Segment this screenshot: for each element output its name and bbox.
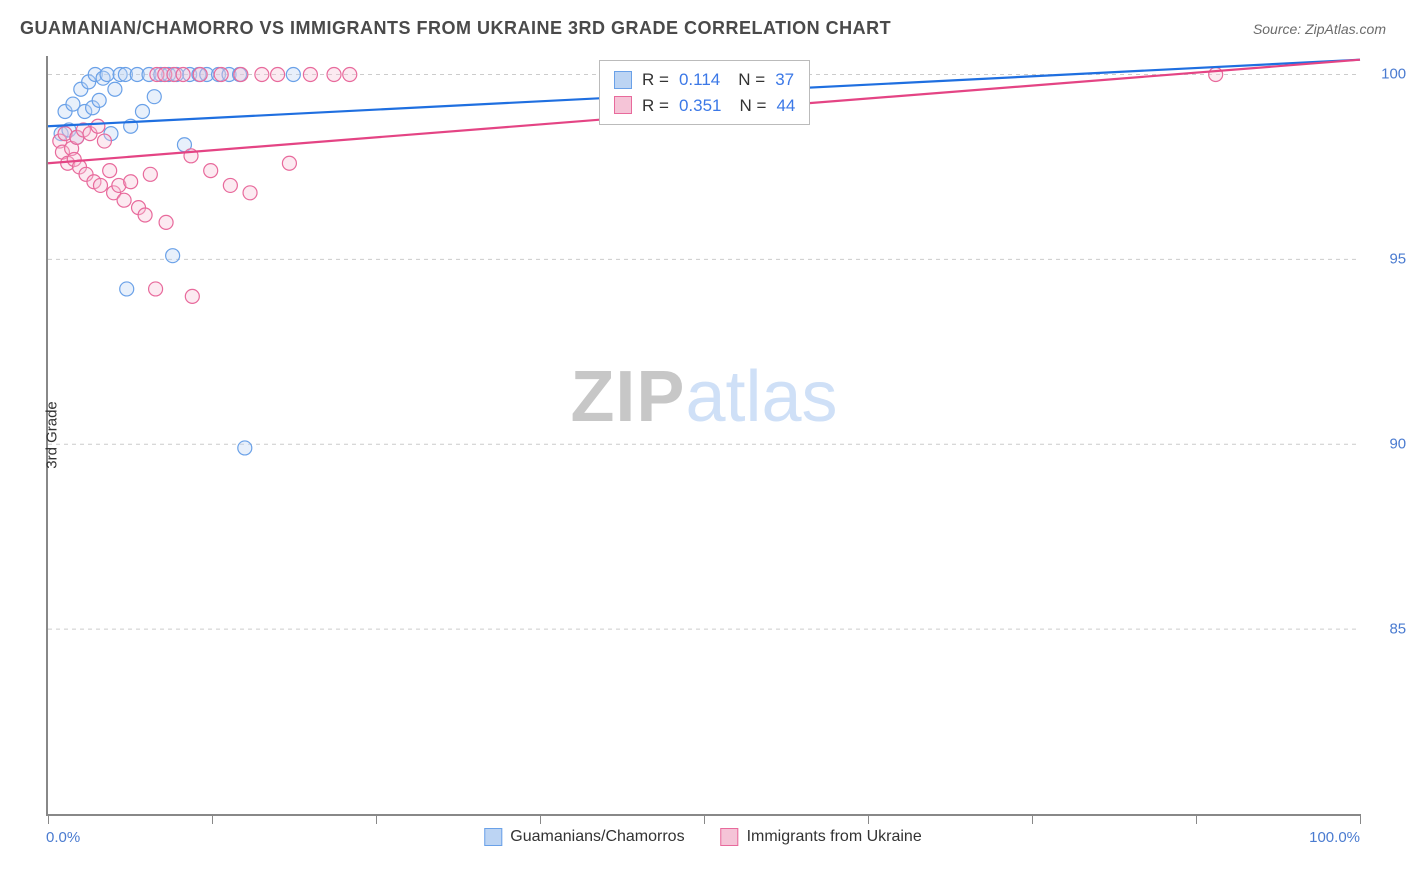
series-legend: Guamanians/Chamorros Immigrants from Ukra… bbox=[484, 828, 921, 846]
legend-label: Guamanians/Chamorros bbox=[510, 828, 684, 846]
data-point bbox=[159, 215, 173, 229]
plot-container: 3rd Grade ZIPatlas R =0.114N =37R =0.351… bbox=[46, 56, 1360, 852]
legend-label: Immigrants from Ukraine bbox=[747, 828, 922, 846]
y-tick-label: 95.0% bbox=[1389, 251, 1406, 268]
correlation-legend-row: R =0.351N =44 bbox=[614, 93, 795, 119]
data-point bbox=[204, 164, 218, 178]
data-point bbox=[166, 249, 180, 263]
data-point bbox=[282, 156, 296, 170]
legend-item: Guamanians/Chamorros bbox=[484, 828, 684, 846]
data-point bbox=[138, 208, 152, 222]
n-value: 44 bbox=[776, 93, 795, 119]
correlation-legend-row: R =0.114N =37 bbox=[614, 67, 795, 93]
legend-swatch bbox=[614, 96, 632, 114]
data-point bbox=[193, 67, 207, 81]
data-point bbox=[223, 178, 237, 192]
data-point bbox=[271, 67, 285, 81]
data-point bbox=[243, 186, 257, 200]
data-point bbox=[238, 441, 252, 455]
data-point bbox=[91, 119, 105, 133]
data-point bbox=[103, 164, 117, 178]
data-point bbox=[147, 90, 161, 104]
data-point bbox=[143, 167, 157, 181]
data-point bbox=[327, 67, 341, 81]
data-point bbox=[1209, 67, 1223, 81]
chart-title: GUAMANIAN/CHAMORRO VS IMMIGRANTS FROM UK… bbox=[20, 18, 891, 39]
n-value: 37 bbox=[775, 67, 794, 93]
data-point bbox=[255, 67, 269, 81]
plot-area: 3rd Grade ZIPatlas R =0.114N =37R =0.351… bbox=[46, 56, 1360, 816]
data-point bbox=[176, 67, 190, 81]
data-point bbox=[185, 289, 199, 303]
y-tick-label: 85.0% bbox=[1389, 621, 1406, 638]
legend-swatch bbox=[614, 71, 632, 89]
data-point bbox=[286, 67, 300, 81]
data-layer bbox=[48, 56, 1360, 814]
data-point bbox=[234, 67, 248, 81]
data-point bbox=[135, 104, 149, 118]
correlation-legend: R =0.114N =37R =0.351N =44 bbox=[599, 60, 810, 125]
legend-swatch bbox=[484, 828, 502, 846]
data-point bbox=[97, 134, 111, 148]
r-value: 0.114 bbox=[679, 67, 720, 93]
data-point bbox=[93, 178, 107, 192]
r-value: 0.351 bbox=[679, 93, 722, 119]
legend-item: Immigrants from Ukraine bbox=[721, 828, 922, 846]
data-point bbox=[108, 82, 122, 96]
x-axis-max-label: 100.0% bbox=[1309, 829, 1360, 846]
data-point bbox=[343, 67, 357, 81]
source-attribution: Source: ZipAtlas.com bbox=[1253, 21, 1386, 37]
data-point bbox=[214, 67, 228, 81]
y-tick-label: 90.0% bbox=[1389, 436, 1406, 453]
data-point bbox=[124, 175, 138, 189]
data-point bbox=[100, 67, 114, 81]
x-tick bbox=[1360, 814, 1361, 824]
data-point bbox=[149, 282, 163, 296]
x-axis-min-label: 0.0% bbox=[46, 829, 80, 846]
data-point bbox=[303, 67, 317, 81]
y-tick-label: 100.0% bbox=[1381, 66, 1406, 83]
data-point bbox=[92, 93, 106, 107]
data-point bbox=[120, 282, 134, 296]
legend-swatch bbox=[721, 828, 739, 846]
x-axis-row: 0.0% Guamanians/Chamorros Immigrants from… bbox=[46, 822, 1360, 852]
data-point bbox=[117, 193, 131, 207]
